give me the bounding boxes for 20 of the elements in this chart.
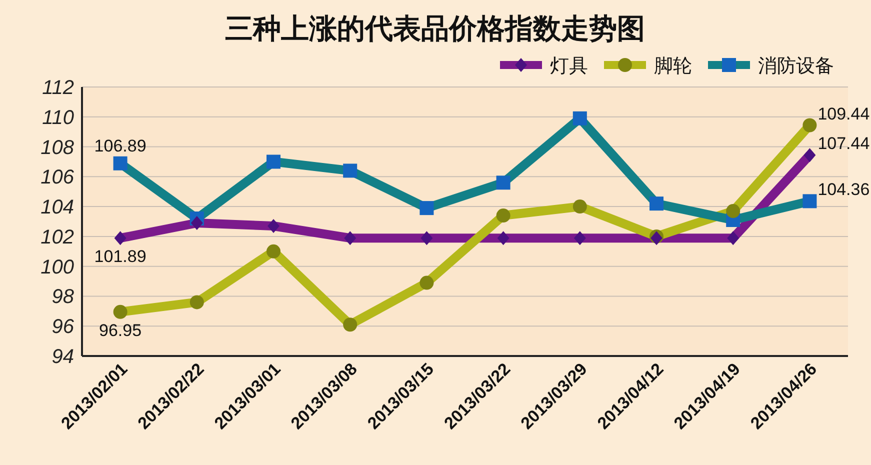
y-tick-label: 104 <box>40 196 74 219</box>
y-tick-label: 96 <box>52 316 75 338</box>
y-tick-label: 98 <box>52 286 74 308</box>
legend-label: 消防设备 <box>758 56 834 77</box>
chart-title: 三种上涨的代表品价格指数走势图 <box>225 13 645 44</box>
y-tick-label: 100 <box>40 256 74 278</box>
y-tick-label: 94 <box>52 346 74 368</box>
data-label: 101.89 <box>94 247 146 266</box>
data-label: 96.95 <box>99 320 142 340</box>
legend-label: 脚轮 <box>654 56 692 77</box>
y-tick-label: 108 <box>40 136 74 159</box>
legend-label: 灯具 <box>550 56 588 77</box>
data-label: 109.44 <box>818 104 870 124</box>
data-label: 107.44 <box>818 134 870 154</box>
y-tick-label: 106 <box>40 166 75 189</box>
data-label: 106.89 <box>94 136 146 156</box>
y-tick-label: 102 <box>40 226 74 248</box>
y-tick-label: 112 <box>42 77 74 99</box>
y-tick-label: 110 <box>42 106 74 129</box>
data-label: 104.36 <box>818 180 870 200</box>
